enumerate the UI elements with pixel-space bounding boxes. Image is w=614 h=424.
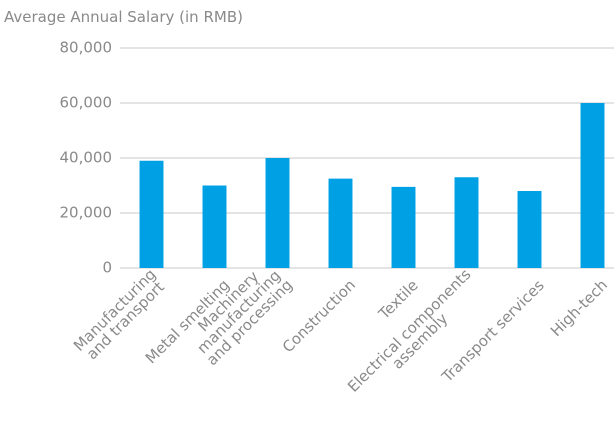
x-tick-label: High-tech [547, 276, 611, 340]
bar [265, 158, 290, 268]
bar [517, 191, 542, 268]
y-tick-label: 80,000 [60, 39, 113, 57]
bar [202, 185, 227, 268]
bar [580, 103, 605, 268]
bar [454, 177, 479, 268]
y-tick-label: 0 [102, 259, 112, 277]
y-axis-label: Average Annual Salary (in RMB) [4, 8, 243, 26]
bar [139, 160, 164, 268]
y-tick-label: 40,000 [60, 149, 113, 167]
bar [391, 186, 416, 268]
y-tick-label: 60,000 [60, 94, 113, 112]
y-tick-label: 20,000 [60, 204, 113, 222]
bar [328, 178, 353, 268]
